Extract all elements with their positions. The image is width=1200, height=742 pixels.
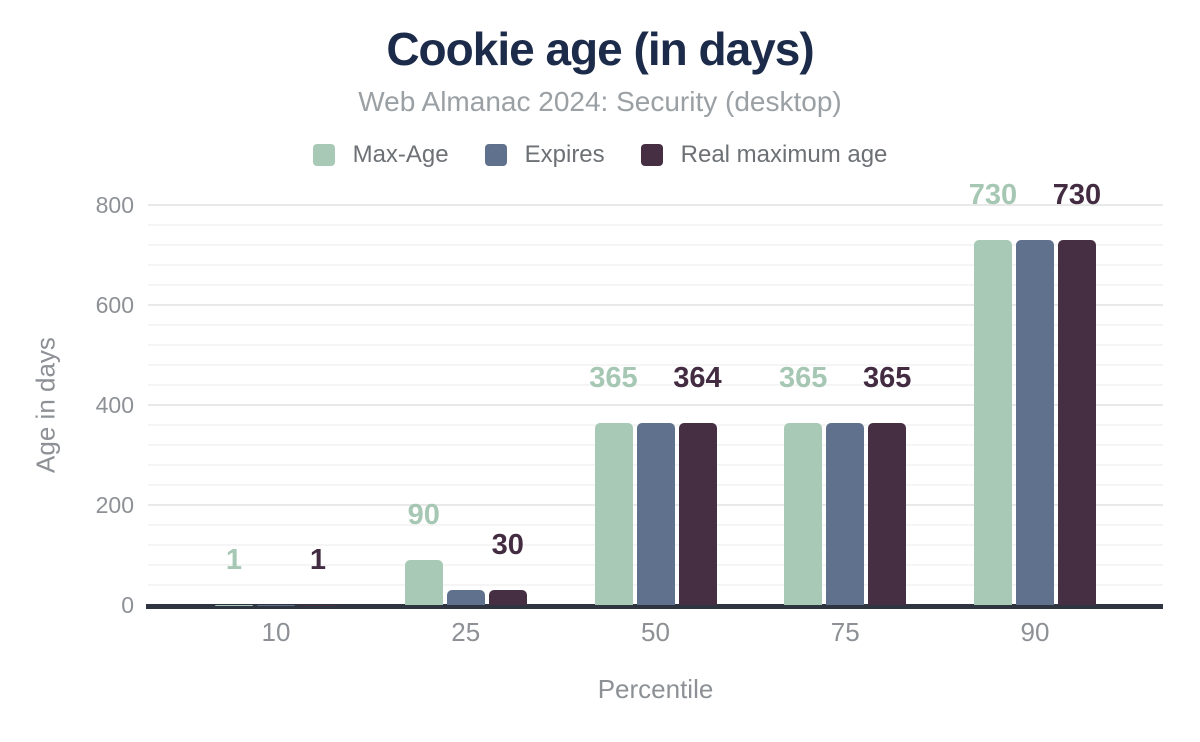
y-tick-label: 400 [95, 392, 134, 418]
major-gridline [148, 304, 1163, 306]
legend-swatch-icon [484, 144, 507, 166]
bar-max-age-p50 [594, 422, 633, 605]
x-axis-title: Percentile [597, 674, 714, 704]
bar-value-label: 365 [863, 361, 912, 394]
x-tick-label: 90 [1020, 617, 1050, 647]
bar-expires-p10 [257, 604, 295, 605]
bar-value-label: 90 [407, 499, 440, 531]
x-tick-label: 25 [451, 617, 481, 647]
legend-item-2: Real maximum age [640, 141, 888, 169]
legend-label: Max-Age [352, 141, 449, 168]
chart-subtitle: Web Almanac 2024: Security (desktop) [358, 86, 842, 117]
minor-gridline [148, 384, 1163, 386]
minor-gridline [148, 364, 1163, 366]
bar-real-maximum-age-p75 [868, 422, 907, 605]
bar-max-age-p90 [974, 240, 1012, 605]
bar-expires-p75 [826, 422, 865, 605]
bar-value-label: 1 [309, 543, 327, 576]
bar-value-label: 730 [968, 179, 1018, 211]
y-tick-label: 800 [95, 192, 134, 218]
bar-real-maximum-age-p10 [299, 604, 337, 605]
minor-gridline [148, 324, 1163, 326]
chart-title: Cookie age (in days) [386, 23, 814, 75]
legend-swatch-icon [640, 144, 663, 166]
x-tick-label: 10 [261, 617, 291, 647]
bar-max-age-p75 [784, 422, 823, 605]
minor-gridline [148, 264, 1163, 266]
bar-max-age-p25 [404, 560, 443, 605]
bar-real-maximum-age-p25 [488, 590, 527, 605]
legend-item-1: Expires [484, 141, 605, 169]
legend: Max-Age Expires Real maximum age [0, 141, 1200, 169]
x-tick-label: 50 [641, 617, 670, 647]
minor-gridline [148, 224, 1163, 226]
bar-real-maximum-age-p90 [1058, 240, 1096, 605]
bar-expires-p90 [1016, 240, 1054, 605]
bar-value-label: 365 [779, 361, 828, 394]
bar-max-age-p10 [215, 604, 253, 605]
y-tick-label: 200 [95, 492, 134, 518]
plot-area: 1 1 90 30 365 364 365 365 730 730 [146, 180, 1163, 609]
legend-item-0: Max-Age [312, 141, 449, 169]
bar-value-label: 364 [673, 362, 722, 394]
legend-label: Expires [524, 141, 605, 168]
x-axis-line [146, 604, 1163, 609]
legend-swatch-icon [312, 144, 335, 166]
bar-value-label: 30 [491, 529, 524, 561]
bar-expires-p50 [636, 422, 675, 605]
minor-gridline [148, 284, 1163, 286]
minor-gridline [148, 244, 1163, 246]
major-gridline [148, 404, 1163, 406]
x-tick-label: 75 [830, 617, 860, 647]
y-tick-label: 0 [121, 592, 134, 618]
major-gridline [148, 204, 1163, 206]
bar-real-maximum-age-p50 [678, 423, 717, 605]
bar-expires-p25 [446, 590, 485, 605]
bar-value-label: 365 [589, 361, 638, 394]
minor-gridline [148, 344, 1163, 346]
bar-value-label: 730 [1052, 179, 1102, 211]
bar-value-label: 1 [225, 543, 243, 576]
legend-label: Real maximum age [680, 141, 888, 168]
y-tick-label: 600 [95, 292, 134, 318]
